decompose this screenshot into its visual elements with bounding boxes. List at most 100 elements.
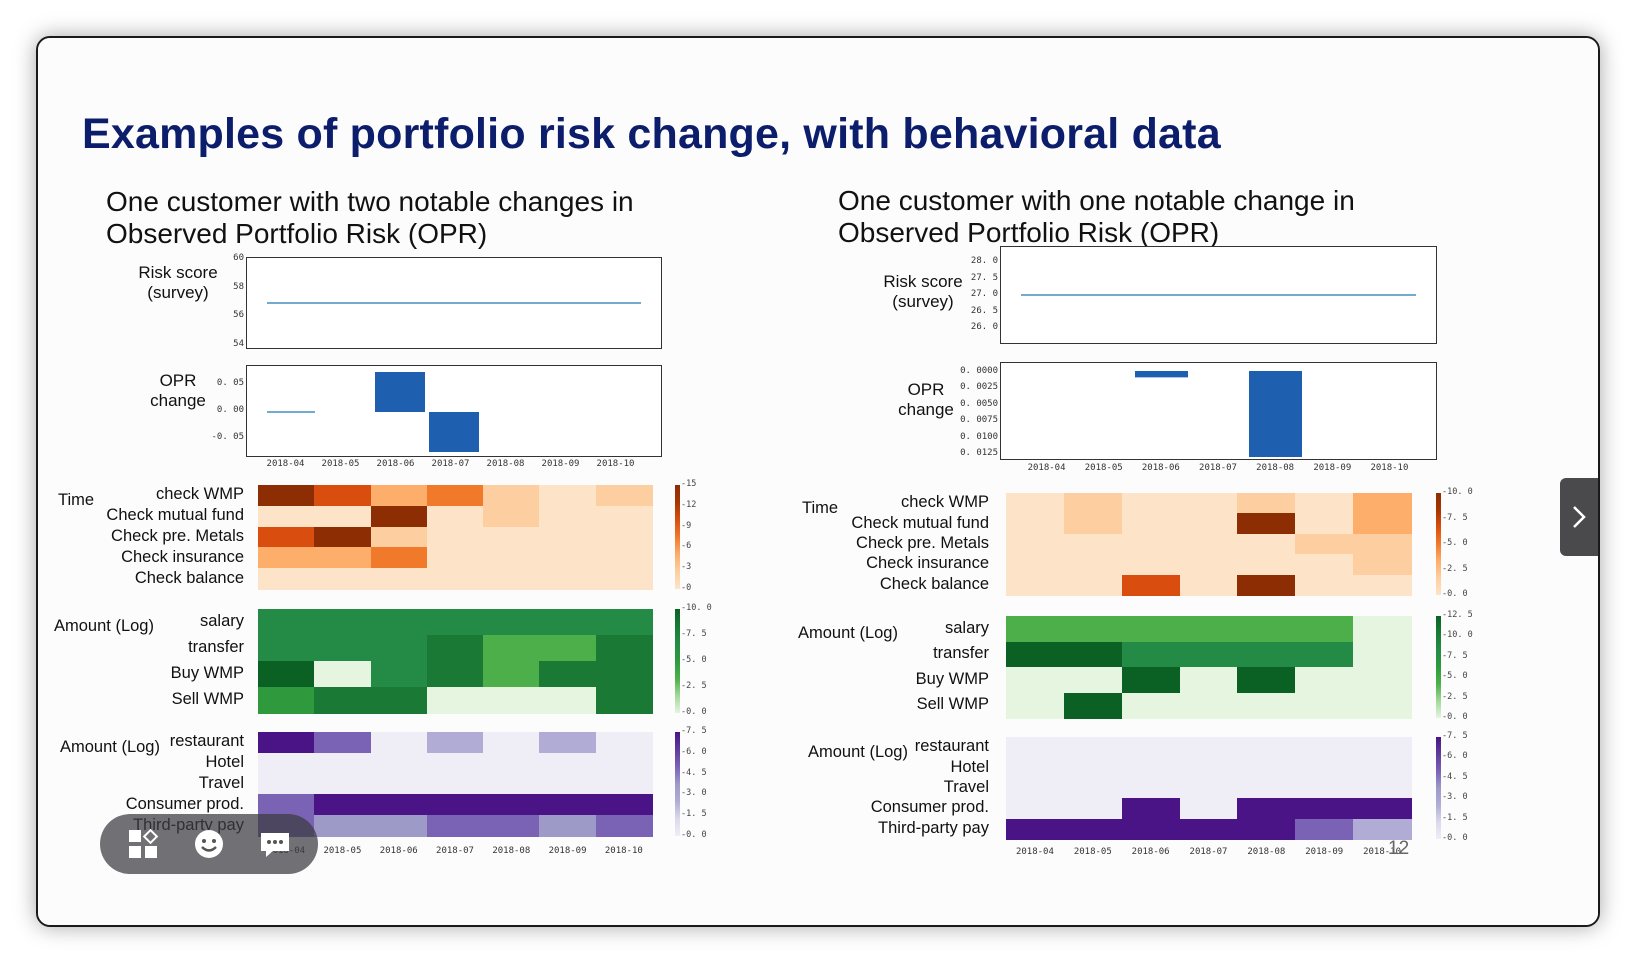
left-spend-colorbar-tick: -6. 0 — [681, 746, 707, 757]
right-spend-heatmap-cell — [1063, 737, 1123, 758]
left-amount-heatmap-cell — [426, 609, 484, 636]
left-spend-heatmap-cell — [483, 794, 541, 816]
right-spend-heatmap-cell — [1121, 737, 1181, 758]
right-amount-heatmap-cell — [1295, 692, 1354, 719]
right-bottom-x-tick: 2018-08 — [1247, 847, 1286, 857]
left-spend-heatmap-cell — [483, 815, 541, 837]
left-time-heatmap-cell — [426, 547, 484, 569]
right-time-heatmap-cell — [1237, 533, 1296, 555]
left-amount-colorbar-tick: -7. 5 — [681, 629, 707, 639]
left-spend-heatmap-cell — [426, 752, 484, 775]
left-time-heatmap-cell — [258, 485, 315, 507]
left-amount-heatmap-cell — [539, 687, 597, 714]
left-amount-heatmap — [258, 609, 653, 714]
right-amount-heatmap-cell — [1179, 667, 1239, 694]
right-spend-heatmap-cell — [1006, 818, 1065, 840]
left-spend-heatmap-cell — [258, 732, 315, 754]
right-opr-plot — [1000, 362, 1437, 460]
right-time-heatmap-cell — [1179, 513, 1239, 535]
left-spend-colorbar — [675, 732, 680, 836]
left-amount-group-label: Amount (Log) — [54, 617, 154, 635]
left-risk-plot — [246, 257, 662, 349]
left-amount-heatmap-cell — [539, 635, 597, 662]
left-spend-heatmap-cell — [314, 732, 372, 754]
chat-bubble-icon[interactable] — [256, 825, 294, 863]
left-amount-heatmap-cell — [314, 687, 372, 714]
left-amount-colorbar — [675, 609, 680, 713]
left-amount-colorbar-tick: -2. 5 — [681, 681, 707, 691]
right-opr-label: OPR change — [898, 380, 954, 419]
right-bottom-x-tick: 2018-10 — [1363, 847, 1402, 857]
left-time-group-label: Time — [58, 491, 95, 509]
left-time-heatmap-cell — [539, 568, 597, 590]
right-amount-row-label: transfer — [933, 644, 989, 663]
right-time-heatmap-cell — [1006, 533, 1065, 555]
right-amount-heatmap — [1006, 616, 1412, 719]
left-spend-heatmap-cell — [258, 752, 315, 775]
right-time-heatmap-cell — [1121, 574, 1181, 596]
right-amount-heatmap-cell — [1295, 641, 1354, 668]
chevron-right-icon — [1573, 506, 1586, 528]
right-spend-heatmap-cell — [1121, 757, 1181, 779]
left-opr-bar-chart — [267, 372, 479, 452]
right-spend-heatmap-cell — [1179, 737, 1239, 758]
left-spend-heatmap-cell — [314, 752, 372, 775]
right-amount-colorbar-tick: -12. 5 — [1442, 610, 1473, 620]
right-spend-heatmap-cell — [1295, 777, 1354, 799]
left-spend-heatmap-cell — [258, 794, 315, 816]
right-spend-heatmap-cell — [1179, 757, 1239, 779]
right-opr-tick: 0. 0075 — [960, 415, 998, 426]
right-amount-heatmap-cell — [1063, 667, 1123, 694]
left-time-row-label: Check balance — [134, 568, 244, 587]
right-risk-plot — [1000, 246, 1437, 344]
left-risk-tick: 56 — [233, 310, 244, 321]
left-spend-colorbar-tick: -1. 5 — [681, 809, 707, 820]
next-slide-button[interactable] — [1560, 478, 1598, 556]
right-risk-tick: 26. 5 — [970, 305, 998, 316]
left-opr-tick: -0. 05 — [211, 432, 244, 442]
left-amount-row-label: transfer — [188, 638, 244, 656]
left-time-heatmap-cell — [595, 485, 653, 507]
left-amount-heatmap-cell — [426, 635, 484, 662]
smiley-icon[interactable] — [190, 825, 228, 863]
right-opr-bar — [1135, 371, 1188, 378]
left-time-heatmap-cell — [370, 547, 428, 569]
right-time-heatmap-cell — [1006, 513, 1065, 535]
right-spend-heatmap-cell — [1295, 737, 1354, 758]
right-spend-heatmap-cell — [1006, 757, 1065, 779]
left-amount-colorbar-tick: -0. 0 — [681, 707, 707, 717]
left-time-heatmap-cell — [539, 505, 597, 528]
left-bottom-x-tick: 2018-05 — [323, 846, 362, 856]
right-bottom-x-tick: 2018-04 — [1015, 847, 1054, 857]
left-amount-heatmap-cell — [539, 661, 597, 688]
right-time-heatmap-cell — [1121, 493, 1181, 514]
right-amount-heatmap-cell — [1006, 641, 1065, 668]
right-amount-heatmap-cell — [1353, 641, 1412, 668]
left-time-heatmap-cell — [370, 505, 428, 528]
right-risk-line-chart — [1021, 294, 1416, 296]
left-time-heatmap-cell — [539, 485, 597, 507]
left-spend-heatmap-cell — [426, 815, 484, 837]
right-risk-label: Risk score (survey) — [883, 272, 963, 311]
left-spend-heatmap-cell — [426, 773, 484, 795]
apps-grid-icon[interactable] — [124, 825, 162, 863]
right-spend-heatmap-cell — [1237, 818, 1296, 840]
right-bottom-x-tick: 2018-07 — [1189, 847, 1228, 857]
left-amount-heatmap-cell — [370, 609, 428, 636]
left-bottom-x-tick: 2018-06 — [379, 846, 418, 856]
left-spend-heatmap-cell — [483, 752, 541, 775]
right-time-heatmap-cell — [1179, 533, 1239, 555]
right-opr-tick: 0. 0025 — [960, 382, 998, 393]
right-spend-heatmap-cell — [1121, 818, 1181, 840]
left-spend-heatmap-cell — [539, 815, 597, 837]
left-time-heatmap-cell — [258, 547, 315, 569]
left-time-heatmap-cell — [483, 485, 541, 507]
right-amount-heatmap-cell — [1063, 641, 1123, 668]
left-amount-heatmap-cell — [426, 661, 484, 688]
left-spend-row-label: Hotel — [205, 753, 244, 772]
right-spend-row-label: Third-party pay — [878, 818, 989, 837]
left-time-heatmap-cell — [483, 568, 541, 590]
left-spend-heatmap-cell — [595, 752, 653, 775]
right-spend-heatmap-cell — [1121, 798, 1181, 820]
right-time-heatmap-cell — [1063, 493, 1123, 514]
